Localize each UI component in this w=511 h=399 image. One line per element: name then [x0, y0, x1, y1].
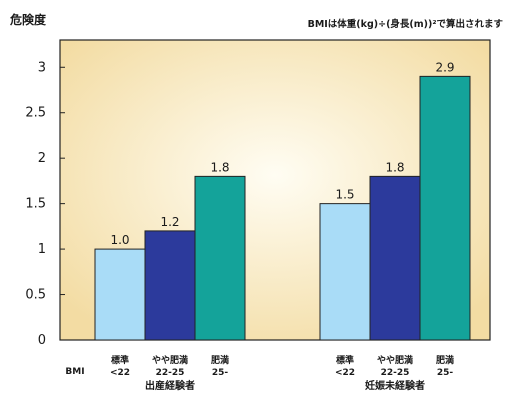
- category-name-label: やや肥満: [377, 354, 413, 366]
- y-tick-label: 3: [38, 60, 46, 75]
- y-tick-label: 0.5: [25, 288, 46, 303]
- bar: [94, 248, 146, 341]
- bmi-axis-label: BMI: [65, 367, 84, 377]
- bar: [319, 203, 371, 341]
- bar-value-label: 1.8: [385, 160, 404, 174]
- bar-value-label: 1.5: [335, 188, 354, 202]
- bar: [369, 175, 421, 341]
- bar-value-label: 2.9: [435, 60, 454, 74]
- group-label: 出産経験者: [145, 379, 195, 392]
- category-name-label: 肥満: [436, 354, 454, 366]
- category-range-label: 25-: [437, 368, 454, 378]
- y-tick-label: 1.5: [25, 197, 46, 212]
- category-range-label: 22-25: [156, 368, 185, 378]
- y-tick-label: 2: [38, 151, 46, 166]
- bar: [194, 175, 246, 341]
- y-tick-label: 2.5: [25, 106, 46, 121]
- category-range-label: 22-25: [381, 368, 410, 378]
- y-axis-title: 危険度: [9, 12, 47, 27]
- category-range-label: <22: [335, 368, 355, 378]
- y-axis-ticks: 0 0.5 1 1.5 2 2.5 3: [25, 60, 65, 348]
- bmi-formula-note: BMIは体重(kg)÷(身長(m))²で算出されます: [308, 18, 504, 30]
- group-label: 妊娠未経験者: [365, 379, 425, 392]
- category-name-label: 標準: [336, 354, 354, 366]
- category-labels: 標準 <22 やや肥満 22-25 肥満 25- 標準 <22 やや肥満 22-25 肥満 25-: [110, 354, 454, 378]
- bar: [144, 230, 196, 341]
- y-tick-label: 0: [38, 333, 46, 348]
- bar-value-label: 1.8: [210, 160, 229, 174]
- y-tick-label: 1: [38, 242, 46, 257]
- value-labels: 1.0 1.2 1.8 1.5 1.8 2.9: [110, 60, 454, 247]
- bar: [419, 75, 471, 341]
- category-range-label: <22: [110, 368, 130, 378]
- group-labels: 出産経験者 妊娠未経験者: [145, 379, 425, 392]
- bar-value-label: 1.2: [160, 215, 179, 229]
- category-range-label: 25-: [212, 368, 229, 378]
- category-name-label: 肥満: [211, 354, 229, 366]
- bar-value-label: 1.0: [110, 233, 129, 247]
- category-name-label: 標準: [111, 354, 129, 366]
- bars: [94, 75, 471, 341]
- category-name-label: やや肥満: [152, 354, 188, 366]
